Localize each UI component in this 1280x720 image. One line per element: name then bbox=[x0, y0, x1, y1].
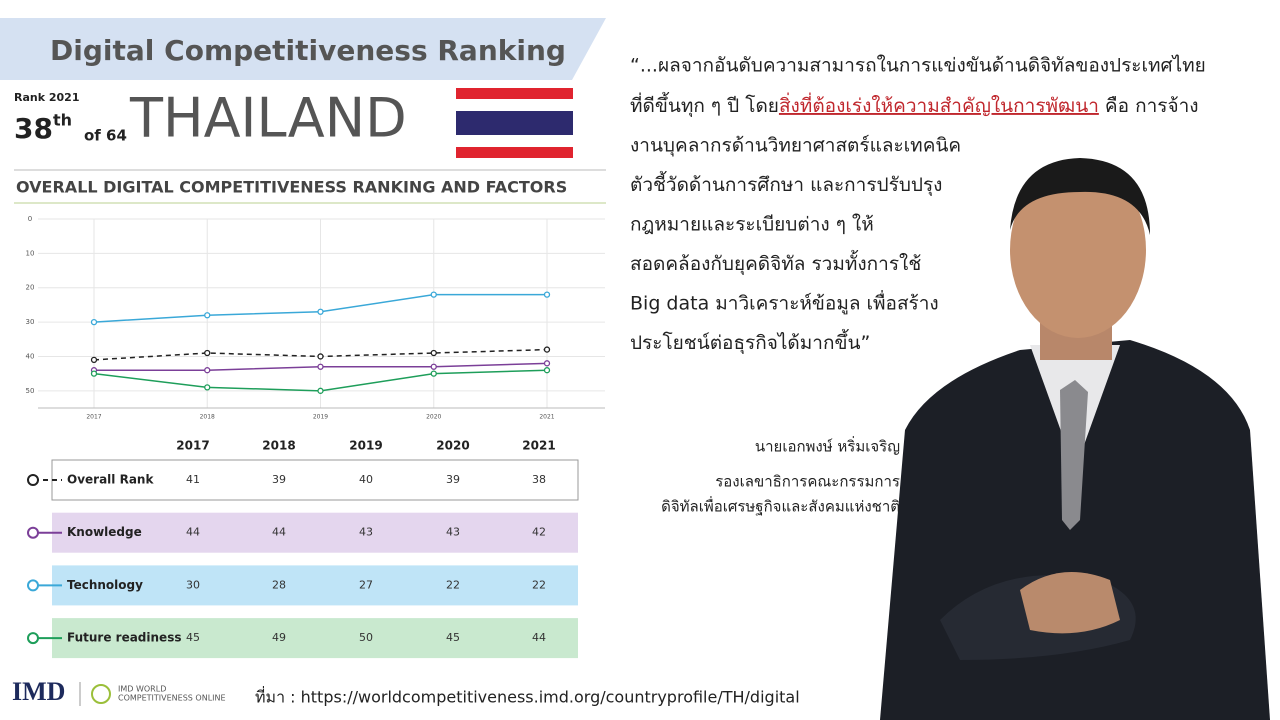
thai-flag bbox=[456, 88, 573, 158]
point bbox=[90, 370, 98, 377]
legend-label: Knowledge bbox=[67, 525, 142, 539]
table-value: 44 bbox=[532, 631, 546, 644]
quote-line: “...ผลจากอันดับความสามารถในการแข่งขันด้า… bbox=[630, 55, 1206, 77]
point bbox=[543, 346, 551, 353]
y-tick-label: 20 bbox=[26, 284, 35, 292]
title-banner bbox=[0, 18, 606, 80]
table-value: 44 bbox=[272, 526, 286, 539]
quote-line: งานบุคลากรด้านวิทยาศาสตร์และเทคนิค bbox=[630, 135, 961, 158]
quote-rest: งานบุคลากรด้านวิทยาศาสตร์และเทคนิคตัวชี้… bbox=[630, 135, 961, 356]
table-value: 38 bbox=[532, 473, 546, 486]
legend-marker bbox=[27, 579, 39, 592]
table-value: 40 bbox=[359, 473, 373, 486]
table-value: 50 bbox=[359, 631, 373, 644]
y-tick-label: 50 bbox=[26, 387, 35, 395]
point bbox=[204, 384, 211, 391]
point bbox=[430, 363, 437, 370]
country: THAILAND bbox=[129, 87, 407, 150]
table-value: 39 bbox=[272, 473, 286, 486]
source: ที่มา : https://worldcompetitiveness.imd… bbox=[255, 686, 800, 707]
online-logo-icon bbox=[91, 684, 111, 704]
table-value: 45 bbox=[186, 631, 200, 644]
quote-line: กฎหมายและระเบียบต่าง ๆ ให้ bbox=[630, 214, 874, 236]
point bbox=[317, 363, 324, 370]
x-tick-label: 2019 bbox=[313, 414, 328, 421]
y-tick-label: 30 bbox=[26, 318, 35, 326]
rank-suffix: th bbox=[53, 111, 72, 130]
legend-label: Future readiness bbox=[67, 631, 181, 645]
point bbox=[204, 367, 211, 374]
rank-label: Rank 2021 bbox=[14, 91, 79, 104]
quote-text: ที่ดีขึ้นทุก ๆ ปี โดย bbox=[630, 92, 779, 118]
legend-marker bbox=[27, 632, 39, 645]
table-row bbox=[52, 512, 578, 553]
quote-line: ประโยชน์ต่อธุรกิจได้มากขึ้น” bbox=[630, 329, 870, 355]
table-row bbox=[52, 618, 578, 659]
point bbox=[90, 356, 98, 364]
quote-line: Big data มาวิเคราะห์ข้อมูล เพื่อสร้าง bbox=[630, 290, 939, 315]
table-value: 28 bbox=[272, 578, 286, 591]
table-value: 44 bbox=[186, 526, 200, 539]
table-header: 2017 bbox=[176, 439, 209, 453]
legend-marker bbox=[27, 526, 39, 539]
table-value: 49 bbox=[272, 631, 286, 644]
table-value: 27 bbox=[359, 578, 373, 591]
speaker-title: รองเลขาธิการคณะกรรมการ bbox=[715, 473, 900, 491]
table-row bbox=[51, 459, 579, 501]
y-tick-label: 0 bbox=[28, 215, 32, 223]
chart-title: OVERALL DIGITAL COMPETITIVENESS RANKING … bbox=[16, 178, 567, 197]
online-logo: IMD WORLD bbox=[118, 685, 166, 694]
point bbox=[430, 291, 437, 298]
y-tick-label: 10 bbox=[26, 249, 35, 257]
table-value: 43 bbox=[359, 526, 373, 539]
point bbox=[543, 367, 551, 374]
table-value: 45 bbox=[446, 631, 460, 644]
x-tick-label: 2021 bbox=[539, 414, 554, 421]
speaker-title: ดิจิทัลเพื่อเศรษฐกิจและสังคมแห่งชาติ bbox=[661, 496, 900, 516]
quote-line: ที่ดีขึ้นทุก ๆ ปี โดยสิ่งที่ต้องเร่งให้ค… bbox=[630, 92, 1199, 118]
speaker-photo bbox=[880, 158, 1270, 720]
legend-label: Overall Rank bbox=[67, 473, 154, 487]
point bbox=[543, 360, 551, 367]
point bbox=[317, 308, 324, 315]
quote-line: สอดคล้องกับยุคดิจิทัล รวมทั้งการใช้ bbox=[630, 250, 921, 276]
point bbox=[430, 349, 437, 357]
legend-marker bbox=[27, 474, 39, 486]
table-value: 30 bbox=[186, 578, 200, 591]
table-value: 41 bbox=[186, 473, 200, 486]
point bbox=[317, 387, 324, 394]
table-header: 2018 bbox=[262, 439, 295, 453]
table-header: 2019 bbox=[349, 439, 382, 453]
table-value: 22 bbox=[446, 578, 460, 591]
quote-line: ตัวชี้วัดด้านการศึกษา และการปรับปรุง bbox=[630, 171, 942, 197]
online-logo: COMPETITIVENESS ONLINE bbox=[118, 694, 226, 703]
x-tick-label: 2017 bbox=[86, 414, 101, 421]
legend-label: Technology bbox=[67, 578, 143, 592]
x-tick-label: 2020 bbox=[426, 414, 441, 421]
point bbox=[204, 349, 211, 357]
table-header: 2021 bbox=[522, 439, 555, 453]
table-header: 2020 bbox=[436, 439, 469, 453]
point bbox=[90, 318, 98, 326]
table-value: 22 bbox=[532, 578, 546, 591]
y-tick-label: 40 bbox=[26, 352, 35, 360]
table-value: 39 bbox=[446, 473, 460, 486]
speaker-name: นายเอกพงษ์ หริ่มเจริญ bbox=[755, 436, 900, 456]
point bbox=[204, 312, 211, 319]
table-value: 43 bbox=[446, 526, 460, 539]
table-row bbox=[52, 565, 578, 606]
quote-highlight: สิ่งที่ต้องเร่งให้ความสำคัญในการพัฒนา bbox=[779, 92, 1099, 117]
rank-total: of 64 bbox=[84, 127, 127, 145]
rank: 38 bbox=[14, 112, 53, 145]
point bbox=[543, 291, 551, 298]
x-tick-label: 2018 bbox=[200, 414, 215, 421]
table-value: 42 bbox=[532, 526, 546, 539]
imd-logo: IMD bbox=[12, 677, 65, 706]
slide-title: Digital Competitiveness Ranking bbox=[50, 34, 566, 67]
point bbox=[430, 370, 437, 377]
point bbox=[317, 353, 324, 360]
quote-text: คือ การจ้าง bbox=[1099, 95, 1199, 117]
